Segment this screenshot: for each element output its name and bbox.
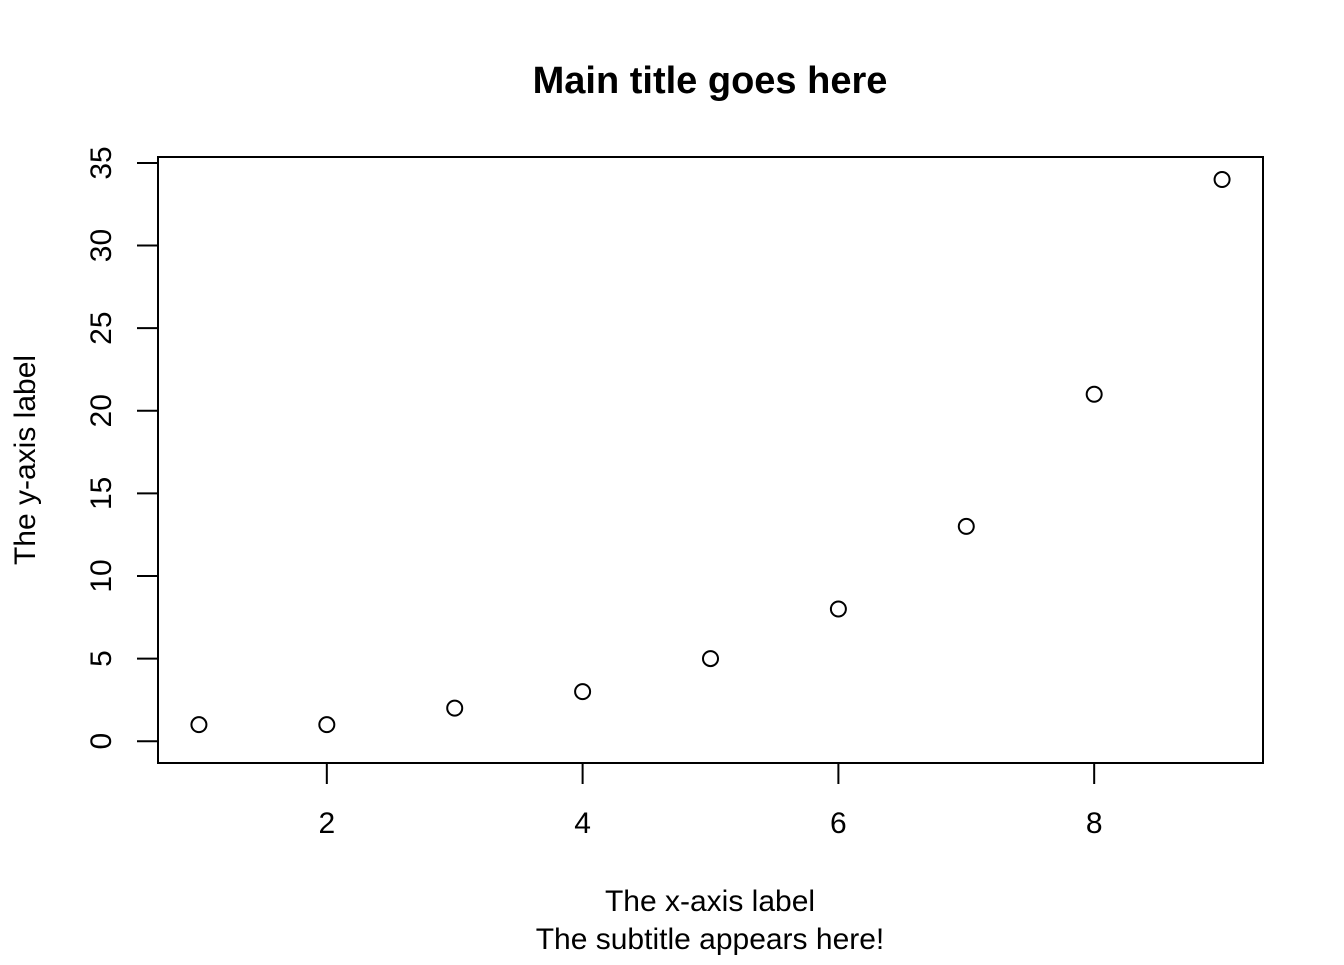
- y-tick-label: 10: [85, 559, 118, 592]
- data-points: [190, 170, 1231, 734]
- x-axis-label: The x-axis label: [605, 885, 815, 918]
- y-tick-label: 25: [85, 311, 118, 344]
- chart-subtitle: The subtitle appears here!: [536, 923, 885, 956]
- y-tick-label: 30: [85, 229, 118, 262]
- y-tick-label: 15: [85, 477, 118, 510]
- data-point: [190, 716, 208, 734]
- y-axis: 0 5 10 15 20 25 30 35: [85, 146, 159, 750]
- data-point: [1085, 385, 1103, 403]
- x-tick-label: 4: [574, 807, 591, 840]
- data-point: [829, 600, 847, 618]
- data-point: [318, 716, 336, 734]
- data-point: [957, 517, 975, 535]
- data-point: [702, 650, 719, 668]
- y-tick-label: 5: [85, 650, 118, 667]
- data-point: [446, 699, 464, 717]
- chart-title: Main title goes here: [533, 60, 888, 102]
- y-tick-label: 35: [85, 146, 118, 179]
- y-axis-label: The y-axis label: [9, 355, 42, 565]
- x-axis: 2 4 6 8: [318, 762, 1103, 840]
- x-tick-label: 2: [318, 807, 335, 840]
- y-tick-label: 0: [85, 733, 118, 750]
- y-tick-label: 20: [85, 394, 118, 427]
- data-point: [574, 683, 592, 701]
- x-tick-label: 6: [830, 807, 847, 840]
- x-tick-label: 8: [1086, 807, 1103, 840]
- plot-frame: [157, 156, 1264, 764]
- data-point: [1213, 170, 1231, 188]
